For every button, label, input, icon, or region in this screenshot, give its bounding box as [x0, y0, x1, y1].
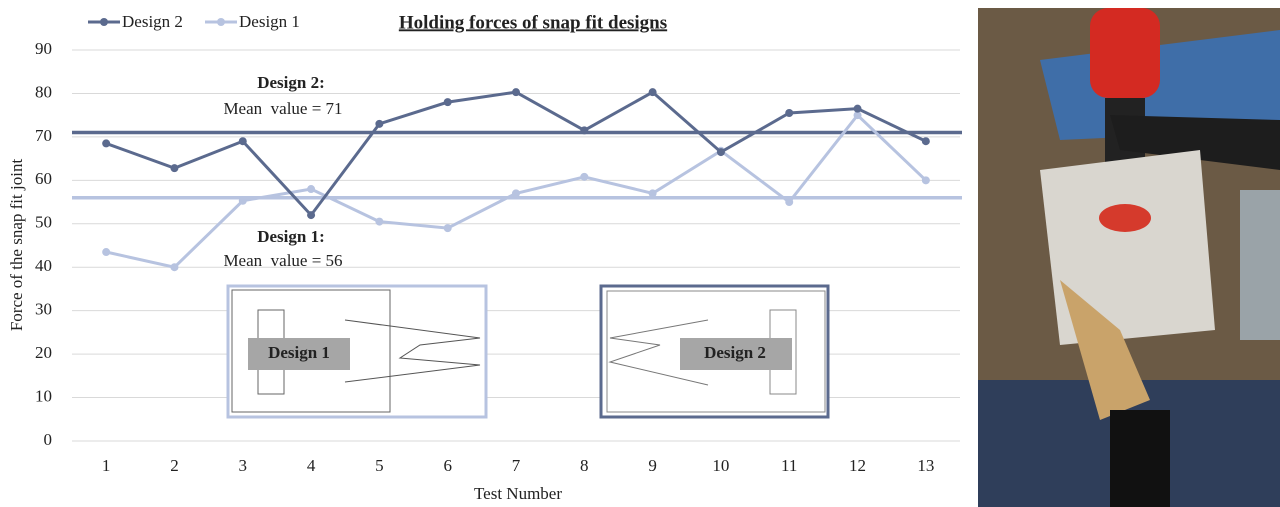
legend-marker [100, 18, 108, 26]
y-tick-label: 60 [35, 169, 52, 188]
x-tick-label: 8 [580, 456, 589, 475]
point [102, 248, 111, 257]
y-axis-label: Force of the snap fit joint [7, 159, 26, 332]
point [853, 104, 862, 113]
x-tick-label: 6 [443, 456, 452, 475]
plot: Design 2: Mean value = 71 Design 1: Mean va… [72, 12, 962, 272]
x-tick-label: 3 [239, 456, 248, 475]
inset-design-2 [599, 284, 830, 419]
photo [978, 8, 1280, 507]
x-tick-label: 7 [512, 456, 521, 475]
point [921, 137, 930, 146]
point [785, 198, 794, 207]
point [443, 224, 452, 233]
y-tick-label: 20 [35, 343, 52, 362]
point [238, 196, 247, 205]
point [102, 139, 111, 148]
point [648, 88, 657, 97]
x-tick-label: 2 [170, 456, 179, 475]
legend-label: Design 2 [122, 12, 183, 31]
x-tick-label: 12 [849, 456, 866, 475]
point [170, 164, 179, 173]
mean-title: Design 1: [257, 227, 325, 246]
legend-marker [217, 18, 225, 26]
point [785, 108, 794, 117]
point [307, 211, 316, 220]
x-tick-label: 1 [102, 456, 111, 475]
y-tick-label: 70 [35, 126, 52, 145]
point [580, 126, 589, 135]
y-tick-label: 30 [35, 300, 52, 319]
x-tick-label: 10 [712, 456, 729, 475]
inset-label: Design 2 [704, 343, 766, 362]
mean-label: Mean value = 56 [223, 251, 342, 270]
x-tick-label: 4 [307, 456, 316, 475]
point [443, 98, 452, 107]
y-tick-label: 50 [35, 213, 52, 232]
point [648, 189, 657, 198]
y-tick-label: 80 [35, 82, 52, 101]
point [238, 137, 247, 146]
inset-design-1 [226, 284, 488, 419]
mean-title: Design 2: [257, 73, 325, 92]
point [580, 172, 589, 181]
chart-title: Holding forces of snap fit designs [399, 12, 667, 33]
point [170, 263, 179, 272]
x-tick-label: 13 [917, 456, 934, 475]
point [375, 217, 384, 226]
legend-label: Design 1 [239, 12, 300, 31]
mean-label: Mean value = 71 [223, 99, 342, 118]
inset-label: Design 1 [268, 343, 330, 362]
point [853, 111, 862, 120]
point [375, 119, 384, 128]
y-tick-label: 90 [35, 39, 52, 58]
y-tick-label: 40 [35, 256, 52, 275]
point [307, 185, 316, 194]
point [921, 176, 930, 185]
point [716, 148, 725, 157]
y-tick-label: 0 [44, 430, 53, 449]
point [512, 189, 520, 198]
x-tick-label: 5 [375, 456, 384, 475]
x-tick-label: 9 [648, 456, 657, 475]
x-axis-label: Test Number [474, 484, 562, 503]
y-tick-label: 10 [35, 386, 52, 405]
point [512, 88, 520, 97]
x-tick-label: 11 [781, 456, 797, 475]
